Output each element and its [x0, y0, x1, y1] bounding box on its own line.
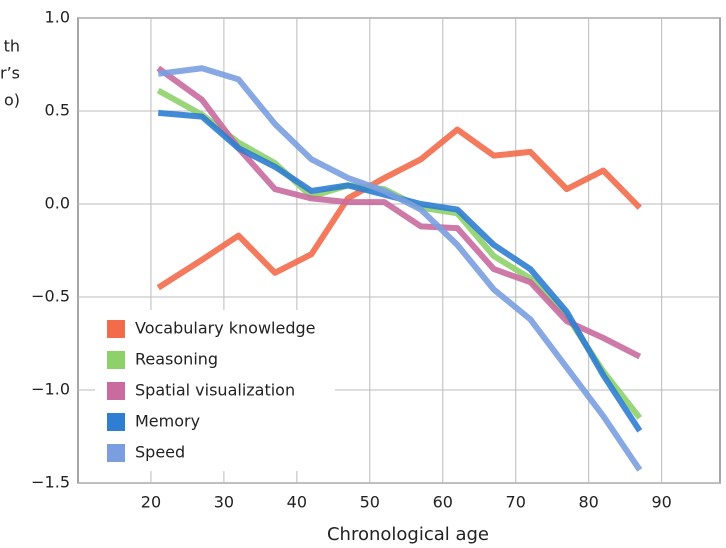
x-tick-label: 30: [214, 493, 234, 512]
series-line: [156, 65, 642, 360]
x-tick-label: 40: [287, 493, 307, 512]
x-tick-label: 90: [651, 493, 671, 512]
y-tick-label: 1.0: [45, 8, 70, 27]
legend-swatch: [107, 320, 125, 338]
x-tick-label: 60: [433, 493, 453, 512]
series-line: [156, 126, 642, 291]
legend-swatch: [107, 382, 125, 400]
y-tick-label: 0.0: [45, 194, 70, 213]
legend-swatch: [107, 413, 125, 431]
legend-label: Vocabulary knowledge: [135, 319, 316, 338]
legend-label: Spatial visualization: [135, 381, 295, 400]
x-axis-label: Chronological age: [327, 524, 489, 545]
legend-label: Memory: [135, 412, 200, 431]
x-tick-label: 20: [141, 493, 161, 512]
x-tick-label: 50: [360, 493, 380, 512]
legend-label: Speed: [135, 443, 185, 462]
x-tick-label: 80: [579, 493, 599, 512]
y-tick-label: 0.5: [45, 101, 70, 120]
y-label-fragment: th: [4, 37, 20, 56]
legend-label: Reasoning: [135, 350, 218, 369]
y-label-fragment: r’s: [0, 64, 20, 83]
y-tick-label: −1.5: [31, 473, 70, 492]
y-tick-label: −0.5: [31, 287, 70, 306]
y-tick-label: −1.0: [31, 380, 70, 399]
legend-swatch: [107, 351, 125, 369]
y-label-fragment: o): [4, 91, 20, 110]
series-line: [157, 65, 643, 472]
legend-box: [95, 310, 335, 471]
x-tick-label: 70: [506, 493, 526, 512]
legend-swatch: [107, 444, 125, 462]
